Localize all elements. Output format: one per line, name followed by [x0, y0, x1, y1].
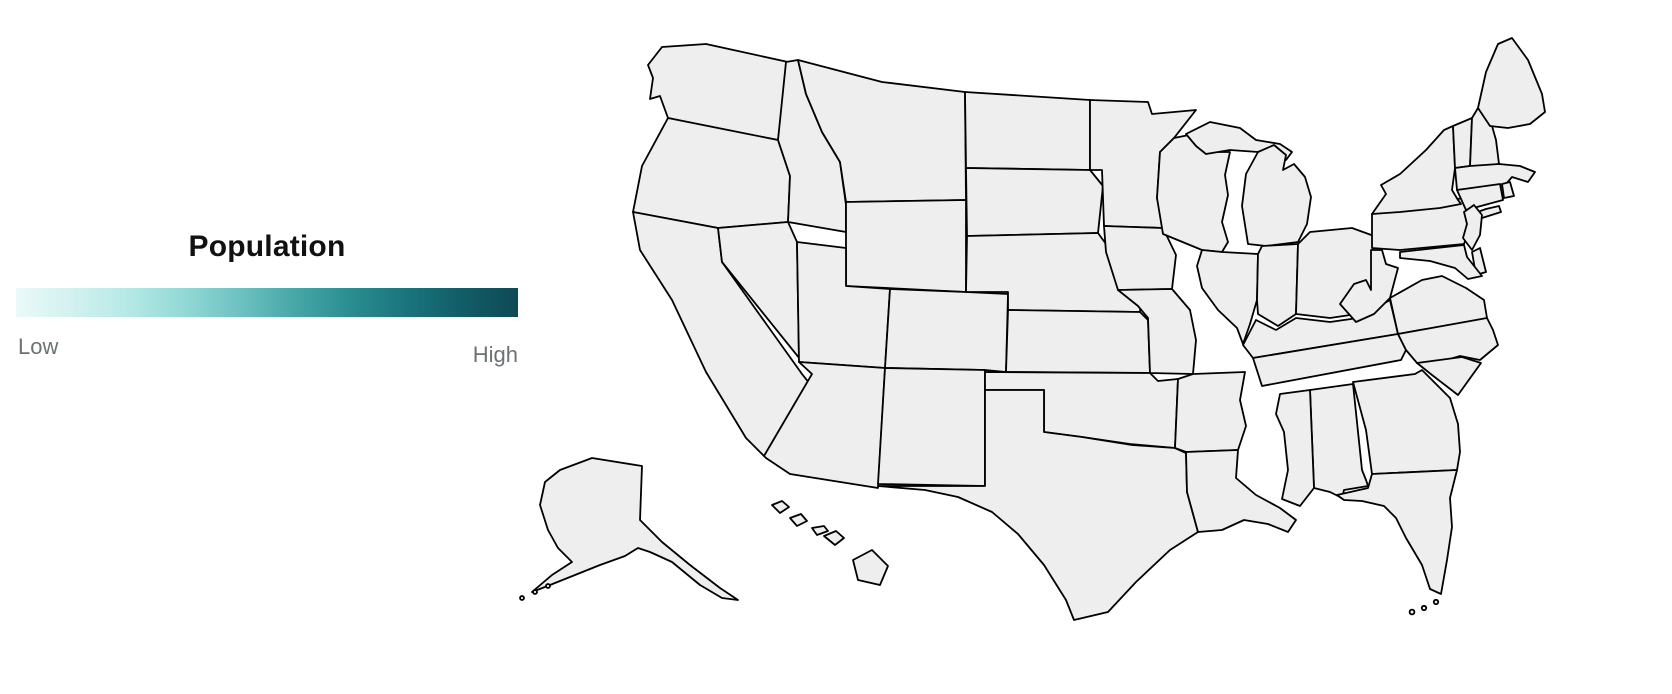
state-south-carolina[interactable]: [1416, 356, 1482, 396]
state-colorado[interactable]: [884, 288, 1009, 373]
state-connecticut[interactable]: [1456, 183, 1504, 211]
state-indiana[interactable]: [1256, 243, 1299, 327]
florida-keys-island[interactable]: [1432, 598, 1440, 606]
legend-title: Population: [188, 230, 346, 263]
legend-gradient-ramp: [16, 288, 518, 317]
florida-keys-island[interactable]: [1420, 604, 1428, 612]
hawaii-big-island[interactable]: [852, 549, 889, 586]
florida-keys-island[interactable]: [1408, 608, 1416, 616]
state-illinois[interactable]: [1196, 249, 1259, 345]
state-north-carolina[interactable]: [1397, 317, 1499, 364]
state-louisiana[interactable]: [1185, 449, 1297, 533]
state-mississippi[interactable]: [1275, 389, 1315, 507]
aleutian-island[interactable]: [532, 589, 538, 595]
state-georgia[interactable]: [1352, 369, 1461, 475]
legend-low-label: Low: [18, 334, 59, 359]
hawaii-molokai-island[interactable]: [811, 525, 829, 536]
aleutian-island[interactable]: [519, 595, 525, 601]
state-florida[interactable]: [1336, 469, 1458, 595]
state-maine[interactable]: [1477, 37, 1546, 129]
legend-high-label: High: [472, 342, 518, 367]
state-rhode-island[interactable]: [1501, 181, 1515, 199]
state-maryland[interactable]: [1399, 244, 1483, 280]
aleutian-island[interactable]: [545, 583, 551, 589]
state-wyoming[interactable]: [845, 199, 967, 293]
state-alaska[interactable]: [531, 457, 739, 601]
state-texas[interactable]: [877, 389, 1199, 621]
state-west-virginia[interactable]: [1339, 249, 1399, 323]
hawaii-maui-island[interactable]: [823, 530, 845, 546]
legend: Population Low High: [16, 230, 518, 374]
hawaii-kauai-island[interactable]: [771, 500, 790, 514]
state-new-mexico[interactable]: [877, 367, 986, 487]
state-north-dakota[interactable]: [964, 91, 1091, 171]
state-new-york[interactable]: [1371, 125, 1462, 215]
state-vermont[interactable]: [1452, 117, 1473, 169]
states-group: [519, 37, 1546, 621]
state-alabama[interactable]: [1309, 383, 1369, 499]
state-kansas[interactable]: [1005, 309, 1151, 374]
hawaii-oahu-island[interactable]: [789, 513, 808, 527]
state-south-dakota[interactable]: [965, 167, 1104, 237]
state-michigan[interactable]: [1241, 144, 1312, 247]
state-new-jersey[interactable]: [1462, 204, 1483, 251]
state-tennessee[interactable]: [1252, 333, 1407, 387]
state-arkansas[interactable]: [1174, 371, 1247, 453]
